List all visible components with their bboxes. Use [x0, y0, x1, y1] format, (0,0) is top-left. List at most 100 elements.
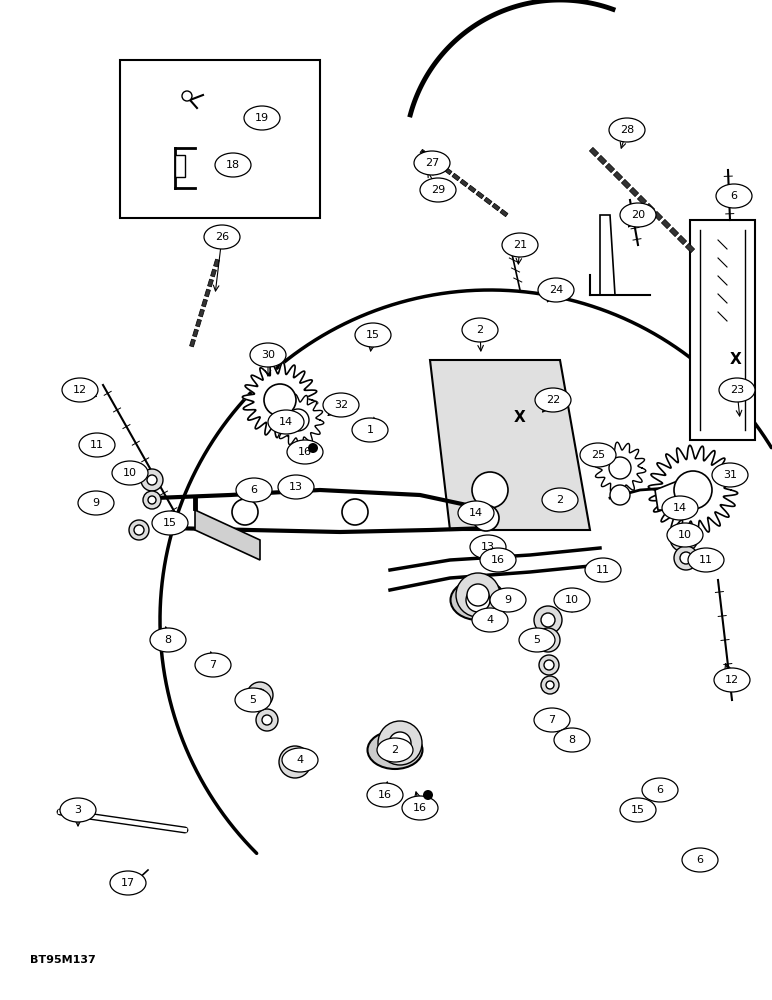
Bar: [629, 187, 638, 197]
Circle shape: [148, 496, 156, 504]
Text: 6: 6: [250, 485, 258, 495]
Circle shape: [232, 499, 258, 525]
Polygon shape: [600, 215, 615, 295]
Ellipse shape: [462, 318, 498, 342]
Text: 11: 11: [90, 440, 104, 450]
Ellipse shape: [620, 798, 656, 822]
Circle shape: [256, 709, 278, 731]
Ellipse shape: [152, 511, 188, 535]
Ellipse shape: [244, 106, 280, 130]
Circle shape: [389, 732, 411, 754]
Text: 9: 9: [504, 595, 512, 605]
Bar: [690, 220, 755, 440]
Text: 6: 6: [696, 855, 703, 865]
Text: 2: 2: [391, 745, 398, 755]
Polygon shape: [273, 394, 323, 446]
Bar: [452, 173, 460, 181]
Ellipse shape: [688, 548, 724, 572]
Ellipse shape: [278, 475, 314, 499]
Text: 11: 11: [596, 565, 610, 575]
Bar: [468, 185, 476, 193]
Text: 17: 17: [121, 878, 135, 888]
Bar: [686, 243, 695, 253]
Bar: [190, 339, 195, 347]
Circle shape: [342, 499, 368, 525]
Polygon shape: [648, 445, 738, 535]
Ellipse shape: [78, 491, 114, 515]
Ellipse shape: [60, 798, 96, 822]
Text: 12: 12: [73, 385, 87, 395]
Text: 16: 16: [298, 447, 312, 457]
Ellipse shape: [367, 783, 403, 807]
Bar: [201, 299, 208, 307]
Circle shape: [610, 485, 630, 505]
Polygon shape: [594, 442, 646, 494]
Ellipse shape: [282, 748, 318, 772]
Text: 23: 23: [730, 385, 744, 395]
Bar: [436, 161, 444, 169]
Text: 8: 8: [164, 635, 171, 645]
Circle shape: [539, 655, 559, 675]
Text: 7: 7: [209, 660, 217, 670]
Bar: [444, 167, 452, 175]
Bar: [669, 227, 679, 237]
Text: 11: 11: [699, 555, 713, 565]
Text: 9: 9: [93, 498, 100, 508]
Circle shape: [466, 588, 490, 612]
Bar: [492, 203, 500, 211]
Text: 29: 29: [431, 185, 445, 195]
Text: 14: 14: [673, 503, 687, 513]
Ellipse shape: [367, 731, 422, 769]
Text: 14: 14: [279, 417, 293, 427]
Circle shape: [544, 660, 554, 670]
Ellipse shape: [714, 668, 750, 692]
Text: 2: 2: [476, 325, 483, 335]
Text: 3: 3: [75, 805, 82, 815]
Text: 32: 32: [334, 400, 348, 410]
Bar: [211, 269, 216, 277]
Text: 16: 16: [413, 803, 427, 813]
Text: 5: 5: [533, 635, 540, 645]
Ellipse shape: [480, 548, 516, 572]
Ellipse shape: [420, 178, 456, 202]
Ellipse shape: [215, 153, 251, 177]
Ellipse shape: [110, 871, 146, 895]
Text: 10: 10: [678, 530, 692, 540]
Circle shape: [541, 613, 555, 627]
Ellipse shape: [667, 523, 703, 547]
Ellipse shape: [534, 708, 570, 732]
Ellipse shape: [355, 323, 391, 347]
Bar: [621, 179, 631, 189]
Bar: [428, 155, 436, 163]
Ellipse shape: [620, 203, 656, 227]
Circle shape: [542, 634, 554, 646]
Text: 18: 18: [226, 160, 240, 170]
Ellipse shape: [662, 496, 698, 520]
Ellipse shape: [538, 278, 574, 302]
Circle shape: [680, 552, 692, 564]
Bar: [677, 235, 686, 245]
Text: 10: 10: [123, 468, 137, 478]
Bar: [638, 195, 647, 205]
Bar: [420, 149, 428, 157]
Circle shape: [473, 505, 499, 531]
Circle shape: [308, 443, 318, 453]
Bar: [120, 60, 320, 218]
Bar: [205, 289, 211, 297]
Circle shape: [287, 409, 309, 431]
Text: BT95M137: BT95M137: [30, 955, 96, 965]
Ellipse shape: [458, 501, 494, 525]
Bar: [589, 147, 598, 157]
Text: 30: 30: [261, 350, 275, 360]
Ellipse shape: [502, 233, 538, 257]
Text: 25: 25: [591, 450, 605, 460]
Text: 7: 7: [548, 715, 556, 725]
Ellipse shape: [519, 628, 555, 652]
Text: 8: 8: [568, 735, 576, 745]
Bar: [198, 309, 205, 317]
Ellipse shape: [609, 118, 645, 142]
Text: 31: 31: [723, 470, 737, 480]
Text: 13: 13: [289, 482, 303, 492]
Circle shape: [147, 475, 157, 485]
Bar: [653, 211, 662, 221]
